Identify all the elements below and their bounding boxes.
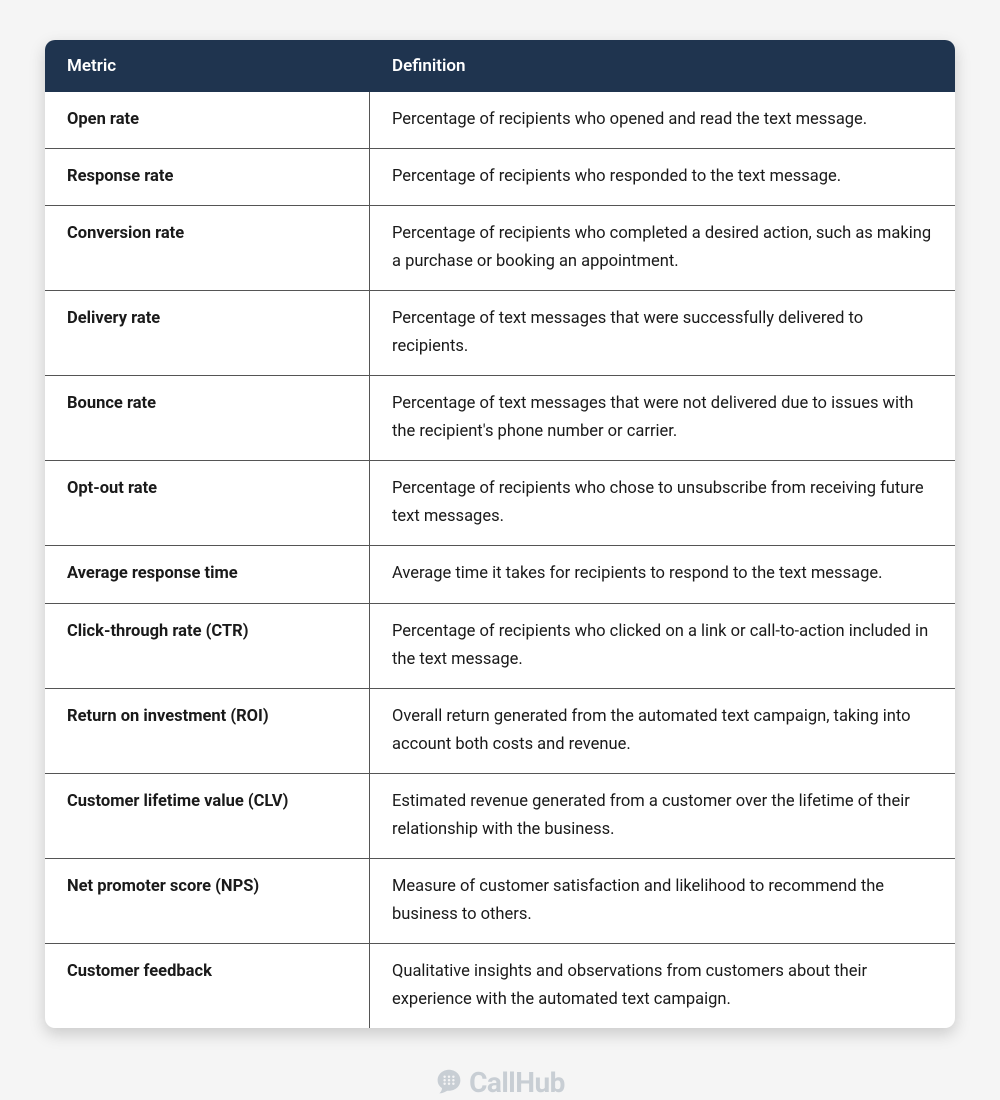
table-row: Click-through rate (CTR)Percentage of re… xyxy=(45,603,955,688)
column-header-definition: Definition xyxy=(370,40,955,92)
table-row: Customer lifetime value (CLV)Estimated r… xyxy=(45,773,955,858)
metric-definition: Measure of customer satisfaction and lik… xyxy=(370,859,955,943)
metric-name: Conversion rate xyxy=(45,206,370,290)
table-row: Average response timeAverage time it tak… xyxy=(45,545,955,602)
metric-name: Customer feedback xyxy=(45,944,370,1028)
table-row: Return on investment (ROI)Overall return… xyxy=(45,688,955,773)
table-row: Conversion ratePercentage of recipients … xyxy=(45,205,955,290)
table-row: Opt-out ratePercentage of recipients who… xyxy=(45,460,955,545)
table-row: Open ratePercentage of recipients who op… xyxy=(45,92,955,148)
metric-name: Opt-out rate xyxy=(45,461,370,545)
metrics-table: Metric Definition Open ratePercentage of… xyxy=(45,40,955,1028)
metric-name: Click-through rate (CTR) xyxy=(45,604,370,688)
metric-definition: Percentage of recipients who responded t… xyxy=(370,149,955,205)
metric-name: Bounce rate xyxy=(45,376,370,460)
metric-name: Return on investment (ROI) xyxy=(45,689,370,773)
callhub-logo-icon xyxy=(435,1068,463,1096)
metric-name: Open rate xyxy=(45,92,370,148)
metric-definition: Percentage of recipients who chose to un… xyxy=(370,461,955,545)
brand-name: CallHub xyxy=(469,1066,565,1099)
metric-name: Customer lifetime value (CLV) xyxy=(45,774,370,858)
brand-footer: CallHub xyxy=(45,1066,955,1099)
metric-name: Response rate xyxy=(45,149,370,205)
table-row: Customer feedbackQualitative insights an… xyxy=(45,943,955,1028)
metric-name: Net promoter score (NPS) xyxy=(45,859,370,943)
metric-definition: Average time it takes for recipients to … xyxy=(370,546,955,602)
table-body: Open ratePercentage of recipients who op… xyxy=(45,92,955,1028)
table-row: Net promoter score (NPS)Measure of custo… xyxy=(45,858,955,943)
metric-definition: Percentage of recipients who completed a… xyxy=(370,206,955,290)
metric-definition: Qualitative insights and observations fr… xyxy=(370,944,955,1028)
table-row: Bounce ratePercentage of text messages t… xyxy=(45,375,955,460)
table-header-row: Metric Definition xyxy=(45,40,955,92)
metric-definition: Percentage of text messages that were no… xyxy=(370,376,955,460)
metric-definition: Percentage of recipients who opened and … xyxy=(370,92,955,148)
table-row: Delivery ratePercentage of text messages… xyxy=(45,290,955,375)
table-row: Response ratePercentage of recipients wh… xyxy=(45,148,955,205)
column-header-metric: Metric xyxy=(45,40,370,92)
metric-definition: Percentage of recipients who clicked on … xyxy=(370,604,955,688)
metric-name: Delivery rate xyxy=(45,291,370,375)
metric-definition: Estimated revenue generated from a custo… xyxy=(370,774,955,858)
metric-definition: Overall return generated from the automa… xyxy=(370,689,955,773)
metric-definition: Percentage of text messages that were su… xyxy=(370,291,955,375)
metric-name: Average response time xyxy=(45,546,370,602)
